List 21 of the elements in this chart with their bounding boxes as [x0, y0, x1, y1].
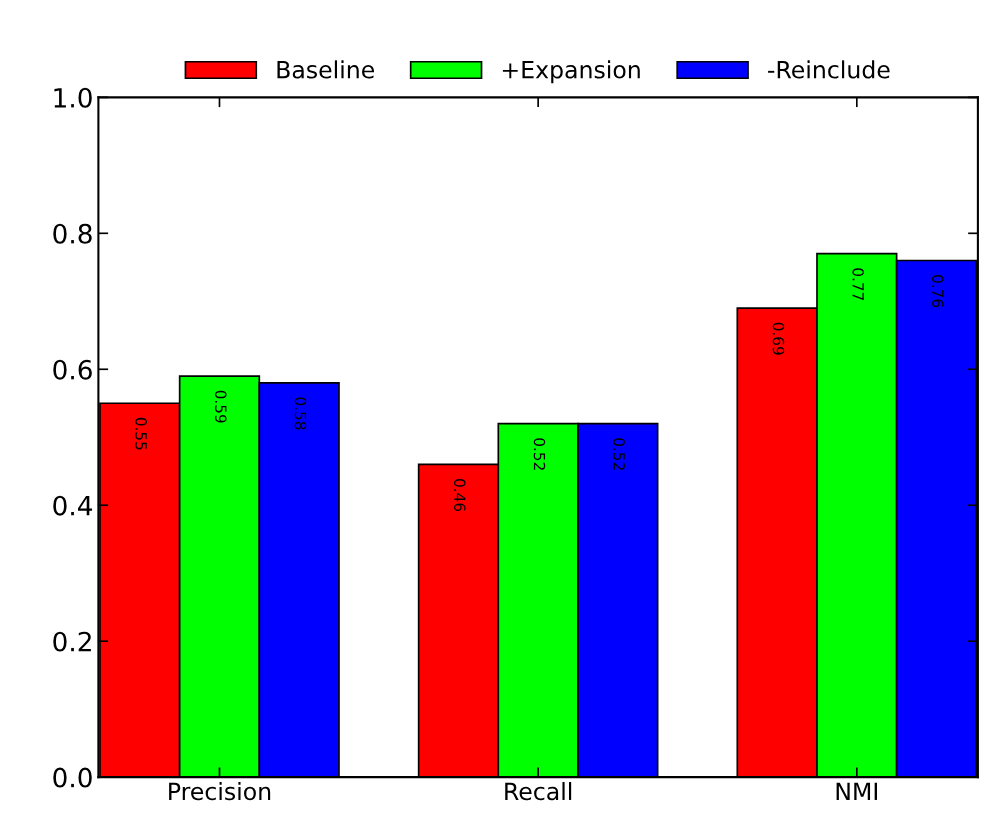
data-label: 0.46	[454, 479, 466, 512]
y-tick-label: 0.0	[53, 767, 92, 788]
y-tick-label: 1.0	[54, 87, 92, 108]
y-tick-label: 0.6	[53, 359, 92, 380]
data-label: 0.58	[294, 397, 307, 430]
data-label: 0.55	[135, 417, 147, 450]
data-label: 0.76	[932, 275, 944, 308]
legend-label: +Expansion	[502, 60, 640, 84]
x-tick-label: Recall	[505, 782, 572, 801]
x-tick-label: NMI	[836, 782, 877, 800]
data-label: 0.69	[772, 322, 785, 355]
y-tick-label: 0.4	[53, 495, 93, 516]
data-label: 0.59	[215, 390, 227, 423]
legend-label: -Reinclude	[768, 60, 890, 79]
legend-label: Baseline	[277, 60, 375, 79]
data-label: 0.77	[852, 268, 864, 301]
data-label: 0.52	[533, 438, 546, 470]
x-tick-label: Precision	[169, 782, 271, 801]
y-tick-label: 0.8	[53, 223, 92, 244]
y-tick-label: 0.2	[53, 631, 91, 652]
data-label: 0.52	[613, 438, 625, 470]
